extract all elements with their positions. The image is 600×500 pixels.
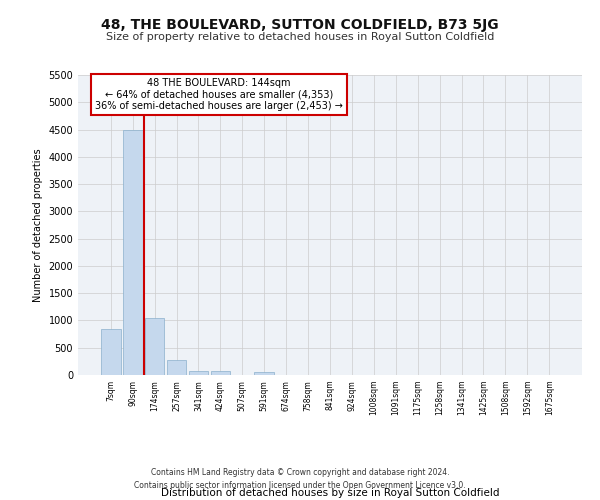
X-axis label: Distribution of detached houses by size in Royal Sutton Coldfield: Distribution of detached houses by size … bbox=[161, 488, 499, 498]
Bar bbox=[101, 328, 121, 375]
Y-axis label: Number of detached properties: Number of detached properties bbox=[33, 148, 43, 302]
Bar bbox=[167, 360, 187, 375]
Text: Contains HM Land Registry data © Crown copyright and database right 2024.
Contai: Contains HM Land Registry data © Crown c… bbox=[134, 468, 466, 490]
Bar bbox=[123, 130, 143, 375]
Bar bbox=[254, 372, 274, 375]
Text: 48 THE BOULEVARD: 144sqm
← 64% of detached houses are smaller (4,353)
36% of sem: 48 THE BOULEVARD: 144sqm ← 64% of detach… bbox=[95, 78, 343, 111]
Text: 48, THE BOULEVARD, SUTTON COLDFIELD, B73 5JG: 48, THE BOULEVARD, SUTTON COLDFIELD, B73… bbox=[101, 18, 499, 32]
Bar bbox=[145, 318, 164, 375]
Bar bbox=[211, 372, 230, 375]
Text: Size of property relative to detached houses in Royal Sutton Coldfield: Size of property relative to detached ho… bbox=[106, 32, 494, 42]
Bar bbox=[188, 370, 208, 375]
